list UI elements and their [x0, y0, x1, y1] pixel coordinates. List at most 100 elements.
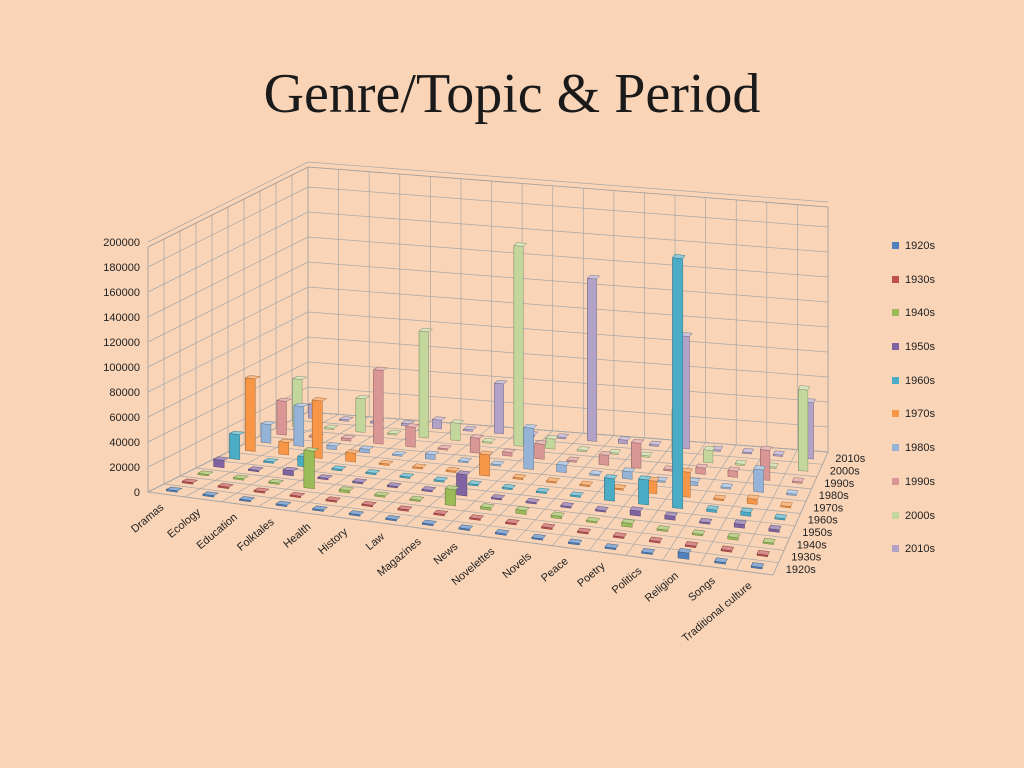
legend-label: 2010s: [905, 543, 935, 556]
bar-1960s-peace: [604, 473, 618, 502]
bar-1960s-religion: [706, 504, 720, 513]
bar-1980s-religion: [720, 482, 734, 490]
bar-1920s-history: [348, 510, 365, 517]
bar-1930s-novels: [541, 522, 556, 530]
category-label: Poetry: [575, 560, 607, 590]
bar-1960s-magazines: [467, 480, 483, 487]
bar-1940s-traditional-culture: [762, 537, 776, 545]
floor-gridline: [243, 443, 807, 502]
bar-2000s-novelettes: [576, 446, 591, 453]
bar-1990s-folktales: [373, 366, 388, 445]
bar-1960s-health: [365, 469, 381, 476]
bar-1920s-peace: [568, 538, 583, 546]
bar-1990s-magazines: [502, 448, 516, 457]
bar-1980s-history: [424, 450, 440, 460]
bar-1930s-health: [325, 496, 342, 503]
bar-2010s-novels: [617, 435, 631, 445]
bar-1980s-dramas: [260, 420, 277, 444]
bar-1920s-poetry: [604, 543, 619, 551]
category-label: History: [316, 526, 350, 558]
bar-1950s-poetry: [629, 506, 644, 517]
bar-1940s-magazines: [444, 485, 460, 507]
category-label: Novels: [500, 550, 534, 581]
bar-1950s-news: [490, 493, 506, 501]
depth-label: 1940s: [797, 539, 827, 551]
bar-1970s-news: [512, 473, 527, 480]
bar-1960s-traditional-culture: [774, 513, 787, 521]
bar-1940s-poetry: [621, 518, 636, 528]
bar-1950s-dramas: [213, 456, 230, 469]
category-label: Ecology: [165, 506, 203, 541]
bar-1980s-folktales: [358, 445, 375, 454]
legend-item: 1960s: [892, 375, 1012, 409]
y-tick-label: 100000: [103, 362, 140, 374]
floor-gridline: [259, 435, 812, 490]
bar-1970s-traditional-culture: [780, 501, 793, 509]
bar-1930s-religion: [684, 540, 699, 548]
bar-1990s-novelettes: [566, 456, 581, 463]
bar-1930s-poetry: [612, 531, 627, 539]
legend-item: 1920s: [892, 240, 1012, 274]
floor-gridline: [179, 475, 785, 551]
bar-1980s-novelettes: [556, 460, 570, 474]
bar-1980s-ecology: [293, 402, 309, 447]
bar-1960s-poetry: [638, 475, 652, 506]
legend-item: 1940s: [892, 307, 1012, 341]
depth-label: 1980s: [819, 490, 849, 502]
depth-label: 1920s: [786, 564, 816, 576]
bar-1920s-education: [238, 496, 256, 503]
legend-swatch: [892, 511, 899, 519]
slide-title: Genre/Topic & Period: [263, 63, 761, 125]
depth-label: 2010s: [835, 453, 865, 465]
category-label: Health: [281, 521, 313, 551]
bar-1930s-law: [397, 505, 413, 512]
legend-item: 1950s: [892, 341, 1012, 375]
bar-1980s-songs: [753, 464, 766, 493]
bar-2000s-education: [355, 395, 371, 433]
legend-swatch: [892, 275, 899, 283]
legend-label: 1930s: [905, 273, 935, 286]
bar-1920s-folktales: [275, 500, 292, 507]
bar-2010s-peace: [648, 440, 662, 447]
bar-1930s-politics: [648, 536, 663, 544]
bar-1930s-folktales: [289, 491, 306, 499]
category-label: Law: [364, 531, 387, 553]
bar-1980s-peace: [622, 467, 636, 480]
legend-label: 2000s: [905, 509, 935, 522]
bar-1940s-ecology: [232, 474, 250, 481]
bar-1980s-magazines: [490, 460, 505, 467]
bar-1990s-politics: [695, 463, 709, 475]
floor-gridline: [307, 411, 829, 453]
bar-2010s-novelettes: [586, 274, 601, 442]
bar-1920s-traditional-culture: [750, 562, 765, 570]
legend-label: 1980s: [905, 442, 935, 455]
bar-1990s-peace: [631, 438, 645, 469]
legend-swatch: [892, 444, 899, 452]
bar-1970s-dramas: [244, 375, 261, 452]
bar-2000s-politics: [703, 445, 716, 464]
bar-1950s-magazines: [456, 470, 471, 497]
category-label: Religion: [643, 570, 681, 605]
bar-1960s-law: [433, 476, 449, 483]
floor-gridline: [227, 451, 801, 514]
y-tick-label: 200000: [103, 237, 140, 249]
bar-1940s-peace: [586, 516, 600, 524]
bar-1970s-songs: [746, 494, 760, 505]
value-gridline: [147, 261, 829, 343]
bar-1920s-health: [312, 505, 329, 512]
legend-item: 1980s: [892, 442, 1012, 476]
chart-legend: 1920s 1930s 1940s 1950s 1960s 1970s 1980s 1990s…: [892, 240, 1012, 577]
bar-1970s-education: [311, 397, 328, 459]
bar-1940s-health: [338, 486, 355, 494]
y-tick-label: 140000: [103, 312, 140, 324]
bar-1980s-traditional-culture: [786, 489, 799, 496]
depth-label: 1950s: [802, 527, 832, 539]
legend-label: 1950s: [905, 341, 935, 354]
bar-1950s-religion: [699, 517, 713, 525]
bar-1990s-dramas: [276, 397, 292, 436]
bar-1930s-education: [253, 487, 270, 494]
bar-1970s-folktales: [345, 449, 361, 463]
bar-1990s-religion: [727, 466, 741, 478]
bar-1940s-novelettes: [515, 505, 530, 515]
bar-2000s-peace: [639, 451, 653, 458]
